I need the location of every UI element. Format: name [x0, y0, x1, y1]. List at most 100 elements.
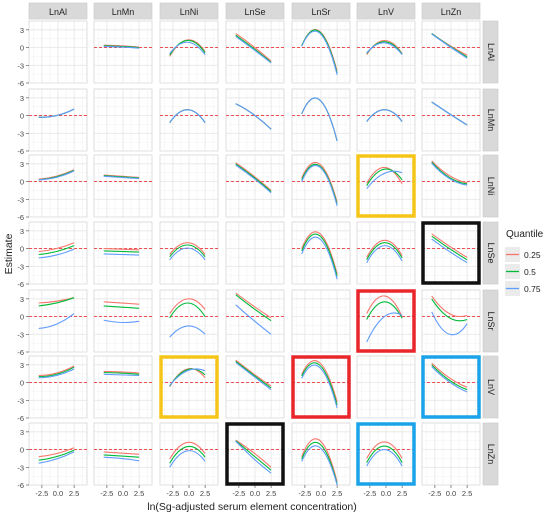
- series-line-q025-lnv-lnmn: [103, 370, 140, 374]
- panel-lnmn-lnni: [159, 88, 219, 152]
- panel-lnmn-lnv: [356, 88, 416, 152]
- series-line-q025-lnni-lnsr: [301, 161, 338, 203]
- series-line-q05-lnni-lnse: [235, 163, 272, 193]
- column-strip-label-lnzn: LnZn: [441, 7, 462, 17]
- panel-lnv-lnni: [159, 355, 219, 419]
- series-line-q05-lnal-lnmn: [103, 45, 140, 49]
- y-tick-label: 3: [20, 160, 24, 169]
- panel-lnse-lnv: [356, 221, 416, 285]
- y-tick-label: 3: [20, 227, 24, 236]
- x-tick-label: -2.5: [428, 489, 441, 498]
- series-line-q025-lnsr-lnmn: [103, 301, 140, 305]
- y-tick-label: 3: [20, 26, 24, 35]
- series-line-q075-lnmn-lnsr: [301, 97, 338, 142]
- series-line-q05-lnal-lnse: [235, 34, 272, 63]
- column-strip-label-lnv: LnV: [378, 7, 394, 17]
- series-line-q025-lnsr-lnzn: [431, 295, 468, 318]
- series-line-q05-lnsr-lnni: [169, 302, 206, 319]
- highlight-box-lnni-lnv: [356, 154, 416, 218]
- y-tick-label: 0: [20, 112, 24, 121]
- column-strip-label-lnal: LnAl: [49, 7, 67, 17]
- series-line-q025-lnse-lnmn: [103, 248, 140, 251]
- panel-lnni-lnsr: [291, 154, 351, 218]
- series-line-q075-lnal-lnsr: [301, 30, 338, 75]
- series-line-q075-lnse-lnmn: [103, 253, 140, 256]
- series-line-q05-lnzn-lnv: [366, 445, 403, 463]
- series-line-q05-lnv-lnal: [38, 366, 75, 378]
- series-line-q025-lnzn-lnal: [38, 447, 75, 458]
- panel-lnv-lnv: [356, 355, 416, 419]
- row-strip-label-lnmn: LnMn: [486, 109, 496, 132]
- series-line-q05-lnsr-lnse: [235, 294, 272, 322]
- panel-lnv-lnse: [225, 355, 285, 419]
- series-line-q075-lnv-lnni: [169, 368, 206, 386]
- series-line-q025-lnv-lnzn: [431, 362, 468, 388]
- panel-lnal-lnzn: [421, 20, 481, 84]
- series-line-q025-lnni-lnv: [366, 166, 403, 185]
- y-tick-label: 0: [20, 178, 24, 187]
- panel-grid: [28, 20, 481, 486]
- series-line-q025-lnse-lnsr: [301, 231, 338, 275]
- panel-lnal-lnse: [225, 20, 285, 84]
- series-line-q05-lnv-lnse: [235, 360, 272, 389]
- highlight-box-lnzn-lnse: [225, 422, 285, 486]
- panel-lnsr-lnzn: [421, 289, 481, 353]
- panel-lnse-lnsr: [291, 221, 351, 285]
- series-line-q025-lnzn-lnmn: [103, 451, 140, 455]
- x-tick-label: 0.0: [381, 489, 391, 498]
- x-tick-label: -2.5: [100, 489, 113, 498]
- series-line-q075-lnzn-lnal: [38, 451, 75, 464]
- y-tick-label: 3: [20, 295, 24, 304]
- y-tick-label: -6: [17, 280, 24, 289]
- highlight-box-lnv-lnzn: [421, 355, 481, 419]
- y-tick-label: 0: [20, 446, 24, 455]
- legend-entry-label: 0.5: [524, 267, 536, 277]
- series-line-q025-lnse-lnv: [366, 239, 403, 258]
- panel-lnv-lnsr: [291, 355, 351, 419]
- series-line-q05-lnse-lnsr: [301, 233, 338, 277]
- panel-lnmn-lnzn: [421, 88, 481, 152]
- series-line-q025-lnni-lnmn: [103, 174, 140, 178]
- y-tick-label: -3: [17, 396, 24, 405]
- row-strip-lnni: [482, 154, 499, 218]
- x-tick-label: 2.5: [397, 489, 407, 498]
- x-tick-label: -2.5: [35, 489, 48, 498]
- row-strip-label-lnv: LnV: [486, 379, 496, 395]
- y-tick-label: -3: [17, 195, 24, 204]
- y-tick-label: -3: [17, 330, 24, 339]
- panel-lnni-lnal: [28, 154, 88, 218]
- column-strips: LnAl LnMn LnNi LnSe LnSr LnV LnZn: [28, 2, 481, 20]
- panel-lnal-lnsr: [291, 20, 351, 84]
- panel-lnsr-lnv: [356, 289, 416, 353]
- panel-lnal-lnal: [28, 20, 88, 84]
- series-line-q075-lnsr-lnzn: [431, 311, 468, 336]
- x-axis-title: ln(Sg-adjusted serum element concentrati…: [147, 501, 357, 513]
- column-strip-label-lnse: LnSe: [244, 7, 265, 17]
- series-line-q075-lnsr-lnv: [366, 312, 403, 343]
- series-line-q075-lnzn-lnsr: [301, 445, 338, 486]
- row-strip-label-lnzn: LnZn: [486, 444, 496, 465]
- series-line-q025-lnni-lnzn: [431, 160, 468, 184]
- y-tick-label: 3: [20, 428, 24, 437]
- series-line-q025-lnni-lnse: [235, 162, 272, 191]
- series-line-q075-lnzn-lnmn: [103, 456, 140, 462]
- x-tick-label: 2.5: [266, 489, 276, 498]
- x-tick-label: 0.0: [184, 489, 194, 498]
- y-tick-label: -6: [17, 481, 24, 490]
- x-tick-label: -2.5: [166, 489, 179, 498]
- y-tick-label: -6: [17, 213, 24, 222]
- series-line-q075-lnv-lnmn: [103, 373, 140, 377]
- series-line-q05-lnse-lnmn: [103, 250, 140, 253]
- series-line-q025-lnsr-lnni: [169, 298, 206, 314]
- x-tick-label: 2.5: [332, 489, 342, 498]
- y-tick-label: -6: [17, 147, 24, 156]
- series-line-q025-lnse-lnal: [38, 242, 75, 253]
- series-line-q075-lnmn-lnse: [235, 103, 272, 130]
- panel-lnzn-lnal: [28, 422, 88, 486]
- panel-lnsr-lnni: [159, 289, 219, 353]
- column-strip-lnal: [28, 2, 88, 20]
- series-line-q025-lnni-lnal: [38, 169, 75, 180]
- series-line-q075-lnse-lnni: [169, 247, 206, 261]
- panel-lnzn-lnzn: [421, 422, 481, 486]
- panel-lnsr-lnmn: [93, 289, 153, 353]
